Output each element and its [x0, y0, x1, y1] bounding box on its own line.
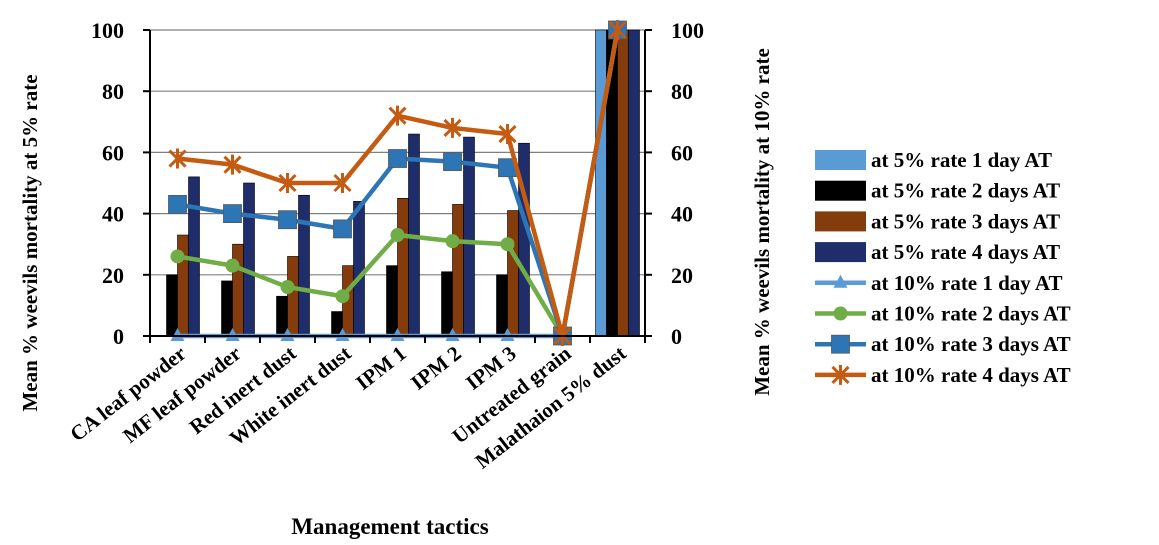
bar	[441, 271, 453, 337]
circle-marker	[335, 289, 350, 304]
right-y-tick-label: 60	[671, 140, 693, 165]
bar	[452, 204, 464, 337]
legend-label: at 10% rate 2 days AT	[871, 302, 1071, 326]
bar	[617, 29, 629, 337]
bar	[243, 182, 255, 337]
legend-label: at 10% rate 1 day AT	[871, 271, 1063, 295]
circle-marker	[445, 234, 460, 249]
right-y-tick-label: 20	[671, 263, 693, 288]
legend-label: at 5% rate 4 days AT	[871, 240, 1060, 264]
axes	[143, 29, 652, 343]
x-axis-title: Management tactics	[291, 514, 488, 539]
star-marker	[333, 173, 352, 193]
square-marker	[831, 334, 850, 354]
star-marker	[831, 364, 850, 385]
bar	[298, 194, 310, 337]
triangle-marker	[225, 328, 240, 341]
square-marker	[168, 195, 187, 214]
legend-swatch	[815, 150, 866, 170]
right-y-tick-label: 0	[671, 324, 682, 349]
square-marker	[388, 149, 407, 168]
legend-label: at 5% rate 1 day AT	[871, 148, 1052, 172]
legend-label: at 10% rate 4 days AT	[871, 363, 1071, 387]
star-marker	[608, 20, 627, 40]
circle-marker	[500, 237, 515, 252]
left-y-axis-title: Mean % weevils mortality at 5% rate	[18, 74, 42, 411]
square-marker	[223, 204, 242, 224]
x-category-label: IPM 1	[351, 341, 410, 395]
left-y-tick-label: 100	[91, 18, 124, 43]
star-marker	[223, 154, 242, 175]
legend-swatch	[815, 211, 866, 232]
left-y-tick-label: 60	[102, 140, 124, 165]
bar	[496, 274, 508, 337]
legend-label: at 5% rate 2 days AT	[871, 179, 1060, 203]
right-y-tick-label: 40	[671, 202, 693, 227]
triangle-marker	[335, 328, 350, 341]
circle-marker	[833, 306, 848, 321]
bar	[166, 274, 178, 337]
legend-swatch	[815, 180, 866, 201]
circle-marker	[280, 280, 295, 295]
legend-swatch	[815, 242, 866, 263]
triangle-marker	[833, 274, 848, 288]
x-category-label: IPM 2	[406, 341, 465, 395]
star-marker	[498, 124, 517, 145]
circle-marker	[170, 249, 185, 264]
left-y-tick-label: 20	[102, 263, 124, 288]
circle-marker	[225, 258, 240, 273]
square-marker	[443, 152, 462, 171]
bar	[276, 295, 288, 337]
left-y-tick-label: 40	[102, 202, 124, 227]
left-y-tick-labels: 0 20 40 60 80 100	[91, 18, 124, 349]
triangle-marker	[170, 328, 185, 341]
right-y-axis-title: Mean % weevils mortality at 10% rate	[750, 48, 774, 396]
bars	[166, 29, 640, 337]
star-marker	[388, 105, 407, 126]
right-y-tick-labels: 0 20 40 60 80 100	[671, 18, 704, 349]
triangle-marker	[500, 328, 515, 341]
bar	[595, 29, 607, 337]
left-y-tick-label: 0	[113, 324, 124, 349]
star-marker	[278, 173, 297, 193]
legend-label: at 5% rate 3 days AT	[871, 209, 1060, 233]
bar	[287, 256, 299, 337]
bar	[232, 243, 244, 337]
right-y-tick-label: 100	[671, 18, 704, 43]
legend-label: at 10% rate 3 days AT	[871, 332, 1071, 356]
triangle-marker	[445, 328, 460, 341]
circle-marker	[390, 228, 405, 243]
left-y-tick-label: 80	[102, 79, 124, 104]
bar	[628, 29, 640, 337]
bar	[221, 280, 233, 337]
bar	[463, 136, 475, 337]
triangle-marker	[390, 328, 405, 341]
right-y-tick-label: 80	[671, 79, 693, 104]
square-marker	[333, 219, 352, 239]
bar	[397, 198, 409, 337]
star-marker	[443, 117, 462, 138]
bar	[353, 201, 365, 337]
bar	[507, 210, 519, 337]
square-marker	[278, 210, 297, 230]
triangle-marker	[280, 328, 295, 341]
bar	[386, 265, 398, 337]
legend: at 5% rate 1 day AT at 5% rate 2 days AT a…	[815, 148, 1071, 387]
star-marker	[168, 148, 187, 169]
